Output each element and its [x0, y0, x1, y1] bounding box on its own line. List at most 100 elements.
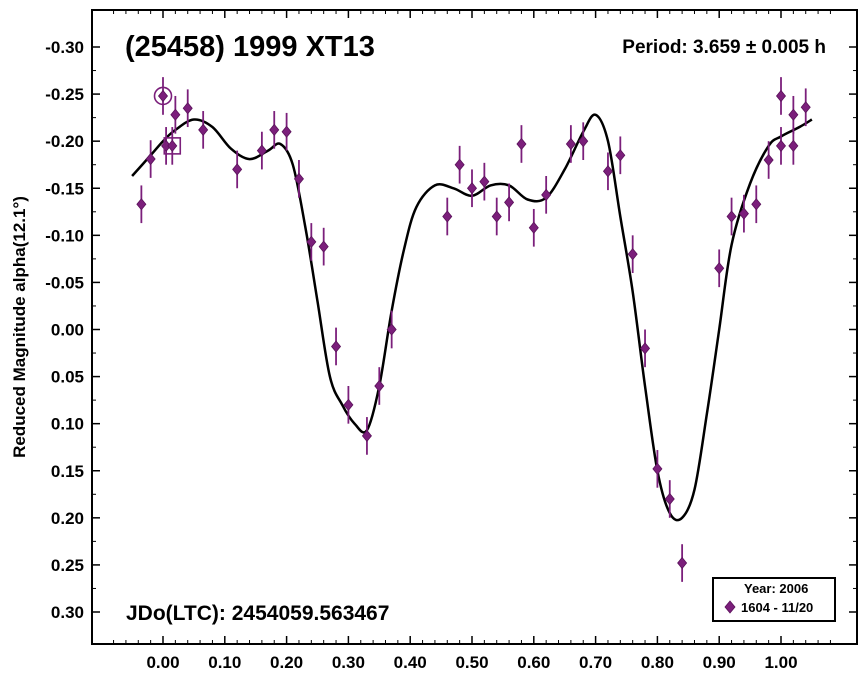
point-marker — [677, 556, 688, 570]
data-point — [170, 95, 181, 134]
data-point — [615, 136, 626, 175]
legend-entry: 1604 - 11/20 — [741, 600, 813, 615]
point-marker — [738, 207, 749, 220]
point-marker — [182, 102, 193, 115]
data-point — [293, 160, 304, 198]
data-point — [627, 235, 638, 273]
data-point — [504, 183, 515, 222]
data-point — [136, 185, 147, 224]
data-point — [386, 310, 397, 349]
data-point — [281, 112, 292, 151]
point-marker — [157, 89, 169, 103]
data-point — [232, 150, 243, 189]
y-tick-label: -0.10 — [45, 226, 84, 245]
data-point — [157, 77, 169, 115]
point-marker — [466, 182, 478, 195]
y-tick-label: 0.05 — [51, 368, 84, 387]
point-marker — [726, 210, 737, 223]
y-tick-label: 0.10 — [51, 415, 84, 434]
data-point — [738, 194, 749, 233]
point-marker — [361, 429, 372, 443]
point-marker — [491, 210, 502, 223]
x-tick-label: 0.10 — [208, 653, 241, 672]
data-point — [652, 450, 663, 488]
x-tick-label: 1.00 — [764, 653, 797, 672]
data-point — [751, 185, 762, 224]
point-marker — [256, 144, 267, 157]
data-point — [442, 197, 453, 236]
x-axis-ticks: 0.00 0.10 0.20 0.30 0.40 0.50 0.60 0.70 0.80 0.90… — [113, 10, 831, 672]
data-point — [454, 145, 465, 184]
point-marker — [306, 235, 317, 249]
legend-marker — [724, 600, 736, 614]
data-point — [361, 417, 372, 455]
y-tick-label: 0.30 — [51, 603, 84, 622]
data-point — [726, 197, 737, 236]
point-marker — [578, 135, 589, 148]
legend-header: Year: 2006 — [744, 581, 808, 596]
data-point — [331, 327, 342, 366]
data-point — [541, 176, 552, 214]
point-marker — [565, 137, 576, 151]
highlight-circle — [153, 86, 173, 106]
data-point — [198, 111, 209, 149]
data-point — [775, 77, 787, 115]
highlight-square — [163, 137, 182, 155]
point-marker — [386, 323, 397, 336]
point-marker — [528, 221, 539, 234]
y-tick-label: 0.25 — [51, 556, 84, 575]
y-tick-label: -0.25 — [45, 85, 84, 104]
point-marker — [269, 123, 280, 136]
marked-points — [153, 86, 182, 155]
point-marker — [775, 139, 787, 153]
period-label: Period: 3.659 ± 0.005 h — [622, 37, 826, 58]
data-point — [167, 127, 178, 165]
point-marker — [714, 262, 725, 275]
point-marker — [170, 108, 181, 121]
legend: Year: 2006 1604 - 11/20 — [712, 577, 836, 622]
point-marker — [664, 492, 675, 506]
y-axis-ticks: -0.30 -0.25 -0.20 -0.15 -0.10 -0.05 0.00 0.05 0.… — [45, 38, 857, 622]
x-tick-label: 0.60 — [517, 653, 550, 672]
y-tick-label: 0.20 — [51, 509, 84, 528]
point-marker — [615, 149, 626, 162]
point-marker — [232, 163, 243, 176]
point-marker — [343, 398, 354, 411]
point-marker — [318, 240, 329, 253]
point-marker — [167, 139, 178, 153]
y-tick-label: -0.05 — [45, 273, 84, 292]
point-marker — [479, 175, 490, 188]
fit-curve — [131, 113, 813, 522]
plot-frame — [91, 9, 858, 645]
data-point — [466, 169, 478, 208]
data-point — [343, 386, 354, 424]
point-marker — [198, 123, 209, 136]
data-point — [800, 88, 811, 127]
y-tick-label: 0.00 — [51, 321, 84, 340]
data-point — [145, 140, 156, 178]
point-marker — [516, 137, 527, 151]
data-point — [306, 223, 317, 261]
point-marker — [442, 210, 453, 223]
point-marker — [751, 198, 762, 211]
point-marker — [136, 198, 147, 211]
x-tick-label: 0.50 — [455, 653, 488, 672]
x-tick-label: 0.80 — [641, 653, 674, 672]
x-tick-label: 0.70 — [579, 653, 612, 672]
data-point — [256, 131, 267, 170]
data-point — [374, 367, 385, 405]
point-marker — [788, 108, 799, 121]
data-point — [763, 141, 774, 179]
point-marker — [788, 139, 799, 153]
data-point — [775, 127, 787, 165]
legend-box — [712, 577, 836, 622]
point-marker — [602, 165, 613, 178]
point-marker — [775, 89, 787, 103]
data-point — [528, 208, 539, 247]
point-marker — [640, 342, 651, 355]
point-marker — [763, 153, 774, 167]
point-marker — [374, 379, 385, 393]
data-point — [714, 249, 725, 288]
data-point — [269, 111, 280, 149]
